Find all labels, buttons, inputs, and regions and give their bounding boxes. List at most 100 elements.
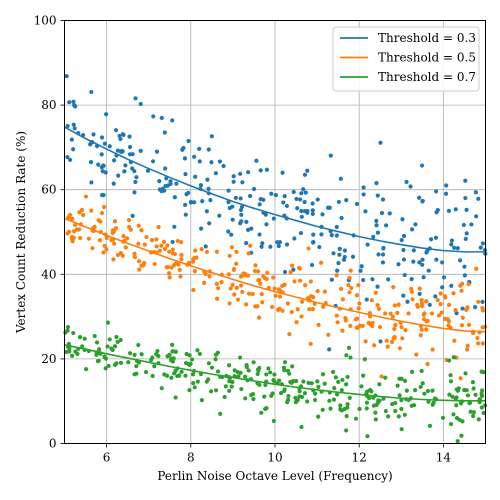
- scatter-point-series-1: [401, 293, 406, 298]
- scatter-point-series-3: [65, 324, 71, 330]
- scatter-point-series-1: [198, 183, 204, 188]
- scatter-point-series-2: [258, 281, 263, 286]
- scatter-point-series-3: [192, 385, 197, 390]
- scatter-point-series-3: [309, 381, 314, 386]
- scatter-point-series-2: [123, 245, 128, 250]
- scatter-point-series-1: [113, 128, 119, 133]
- scatter-point-series-3: [136, 342, 141, 348]
- scatter-point-series-2: [232, 292, 237, 297]
- scatter-point-series-1: [96, 162, 101, 167]
- scatter-point-series-3: [127, 351, 133, 356]
- scatter-point-series-1: [424, 250, 429, 255]
- scatter-point-series-3: [257, 382, 262, 387]
- scatter-point-series-1: [159, 115, 164, 121]
- scatter-point-series-2: [149, 238, 155, 243]
- scatter-point-series-2: [436, 313, 442, 318]
- scatter-point-series-2: [409, 286, 414, 291]
- scatter-point-series-3: [420, 381, 425, 386]
- scatter-point-series-2: [204, 249, 210, 255]
- scatter-point-series-3: [364, 406, 369, 411]
- scatter-point-series-1: [209, 160, 214, 165]
- scatter-point-series-2: [167, 275, 172, 280]
- scatter-point-series-3: [95, 359, 100, 364]
- scatter-point-series-1: [65, 123, 70, 129]
- scatter-point-series-1: [192, 200, 197, 205]
- scatter-point-series-3: [191, 380, 196, 386]
- scatter-point-series-3: [268, 370, 273, 375]
- scatter-point-series-1: [64, 74, 69, 79]
- scatter-point-series-1: [183, 171, 188, 177]
- scatter-point-series-2: [101, 204, 107, 210]
- scatter-point-series-1: [280, 170, 285, 175]
- scatter-point-series-2: [112, 219, 118, 224]
- scatter-point-series-2: [65, 231, 70, 236]
- scatter-point-series-2: [102, 243, 107, 249]
- scatter-point-series-3: [237, 355, 243, 360]
- scatter-point-series-1: [337, 252, 342, 257]
- scatter-point-series-3: [395, 383, 400, 388]
- scatter-point-series-1: [301, 187, 306, 192]
- scatter-point-series-1: [444, 183, 449, 188]
- scatter-point-series-1: [238, 171, 243, 176]
- scatter-point-series-1: [71, 147, 76, 152]
- scatter-point-series-3: [299, 394, 305, 400]
- scatter-point-series-1: [172, 224, 177, 229]
- scatter-point-series-2: [246, 251, 251, 256]
- scatter-point-series-2: [418, 333, 423, 338]
- scatter-point-series-3: [75, 351, 80, 356]
- scatter-point-series-1: [375, 193, 380, 198]
- scatter-point-series-3: [189, 357, 195, 362]
- scatter-point-series-3: [471, 413, 476, 419]
- scatter-point-series-2: [154, 244, 159, 249]
- scatter-point-series-2: [257, 315, 262, 320]
- scatter-point-series-1: [380, 252, 386, 257]
- scatter-point-series-2: [83, 194, 89, 199]
- scatter-point-series-2: [288, 270, 293, 275]
- scatter-point-series-3: [446, 358, 452, 363]
- scatter-point-series-2: [389, 339, 395, 345]
- scatter-point-series-1: [361, 185, 366, 190]
- scatter-point-series-3: [367, 387, 373, 393]
- scatter-point-series-1: [295, 206, 300, 211]
- scatter-point-series-2: [343, 318, 348, 323]
- scatter-point-series-2: [384, 338, 389, 343]
- scatter-point-series-2: [480, 305, 485, 311]
- scatter-point-series-2: [375, 303, 380, 308]
- scatter-point-series-2: [347, 290, 352, 295]
- scatter-point-series-3: [479, 393, 485, 398]
- scatter-point-series-2: [334, 273, 339, 278]
- scatter-point-series-3: [197, 351, 202, 357]
- scatter-point-series-3: [143, 370, 149, 375]
- scatter-point-series-2: [260, 300, 265, 305]
- scatter-point-series-3: [339, 388, 344, 393]
- scatter-point-series-1: [217, 159, 223, 164]
- scatter-point-series-3: [139, 352, 144, 357]
- scatter-point-series-3: [397, 376, 402, 381]
- scatter-point-series-2: [421, 317, 427, 322]
- scatter-point-series-2: [156, 224, 161, 230]
- scatter-point-series-2: [121, 234, 126, 239]
- scatter-point-series-2: [89, 208, 94, 213]
- trend-lines: [64, 126, 486, 402]
- x-tick-label: 8: [187, 451, 195, 465]
- scatter-point-series-1: [163, 166, 168, 171]
- scatter-point-series-3: [359, 384, 364, 389]
- scatter-point-series-1: [455, 246, 460, 251]
- scatter-point-series-2: [289, 309, 294, 315]
- scatter-point-series-1: [305, 208, 310, 214]
- scatter-point-series-3: [373, 410, 378, 415]
- scatter-point-series-3: [227, 363, 232, 368]
- scatter-point-series-3: [107, 337, 112, 342]
- scatter-point-series-3: [195, 379, 200, 384]
- scatter-point-series-1: [102, 141, 107, 146]
- scatter-point-series-2: [419, 297, 424, 303]
- scatter-point-series-1: [72, 103, 77, 108]
- scatter-point-series-3: [295, 397, 300, 403]
- scatter-point-series-1: [230, 217, 235, 222]
- scatter-point-series-3: [397, 393, 402, 398]
- scatter-point-series-1: [405, 299, 410, 304]
- scatter-point-series-3: [426, 399, 431, 404]
- scatter-point-series-3: [132, 352, 137, 357]
- scatter-point-series-3: [103, 356, 109, 361]
- scatter-point-series-1: [257, 232, 262, 237]
